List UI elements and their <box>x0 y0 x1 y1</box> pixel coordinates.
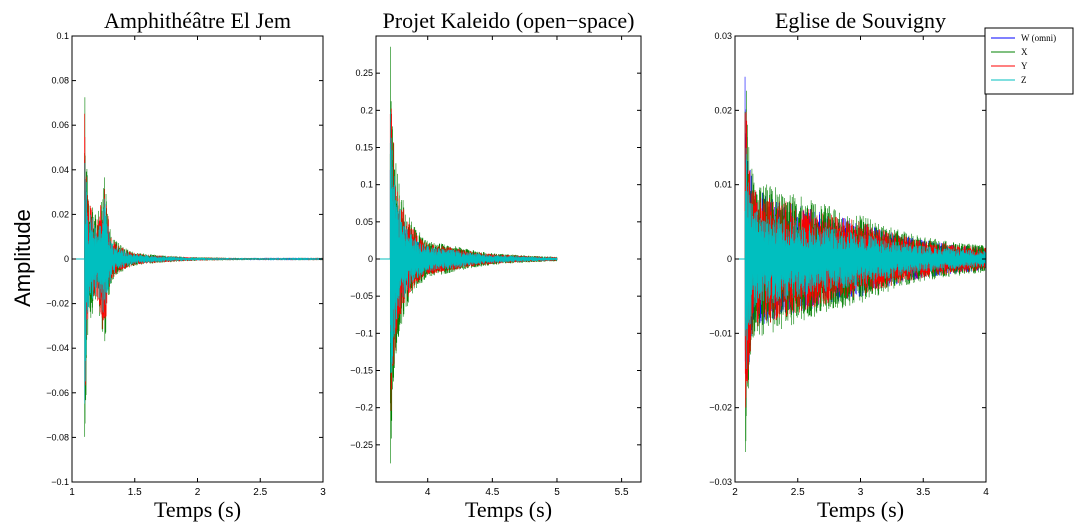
legend-label: X <box>1021 47 1028 57</box>
panel-title: Eglise de Souvigny <box>775 8 946 33</box>
x-tick-label: 1 <box>69 487 75 498</box>
y-tick-label: −0.02 <box>46 299 69 309</box>
y-tick-label: 0 <box>64 254 69 264</box>
y-tick-label: −0.15 <box>350 366 373 376</box>
legend: W (omni) XYZ <box>984 27 1074 95</box>
legend-label: Y <box>1021 61 1028 71</box>
y-tick-label: 0.06 <box>51 120 69 130</box>
series-line-z <box>376 111 558 374</box>
x-tick-label: 5 <box>554 487 560 498</box>
y-tick-label: 0.15 <box>355 143 373 153</box>
series-group <box>72 97 323 437</box>
x-axis-label: Temps (s) <box>154 497 241 522</box>
x-tick-label: 2.5 <box>253 487 267 498</box>
y-tick-label: 0.25 <box>355 68 373 78</box>
series-group <box>376 46 558 464</box>
legend-label: W (omni) <box>1021 33 1056 43</box>
x-tick-label: 3 <box>858 487 864 498</box>
y-tick-label: 0.02 <box>51 209 69 219</box>
y-tick-label: −0.2 <box>355 403 373 413</box>
y-tick-label: −0.25 <box>350 440 373 450</box>
legend-label: Z <box>1021 75 1027 85</box>
y-tick-label: 0.04 <box>51 165 69 175</box>
series-line-z <box>735 147 986 370</box>
x-tick-label: 2 <box>195 487 201 498</box>
y-tick-label: 0.03 <box>714 31 732 41</box>
y-tick-label: 0.01 <box>714 180 732 190</box>
y-tick-label: 0.1 <box>56 31 69 41</box>
x-tick-label: 5.5 <box>615 487 629 498</box>
series-group <box>735 76 986 452</box>
x-axis-label: Temps (s) <box>465 497 552 522</box>
y-tick-label: 0 <box>727 254 732 264</box>
y-tick-label: −0.03 <box>709 477 732 487</box>
x-tick-label: 4 <box>983 487 989 498</box>
y-tick-label: −0.05 <box>350 291 373 301</box>
x-tick-label: 2 <box>732 487 738 498</box>
x-tick-label: 3.5 <box>916 487 930 498</box>
y-tick-label: −0.08 <box>46 432 69 442</box>
panel-2: 4 4.5 5 5.5 −0.25 −0.2 −0.15 −0.1 −0.05 0 0.05 0.1 0… <box>350 8 642 522</box>
panel-1: 1 1.5 2 2.5 3 −0.1 −0.08 −0.06 −0.04 −0.02 0 0.02 0.… <box>46 8 326 522</box>
panels-group: 1 1.5 2 2.5 3 −0.1 −0.08 −0.06 −0.04 −0.02 0 0.02 0.… <box>46 8 989 522</box>
x-tick-label: 4.5 <box>485 487 499 498</box>
y-tick-label: −0.1 <box>51 477 69 487</box>
x-tick-label: 3 <box>320 487 326 498</box>
y-tick-label: 0 <box>368 254 373 264</box>
y-tick-label: −0.01 <box>709 328 732 338</box>
x-tick-label: 1.5 <box>128 487 142 498</box>
x-axis-label: Temps (s) <box>817 497 904 522</box>
panel-title: Projet Kaleido (open−space) <box>383 8 635 33</box>
x-tick-label: 4 <box>425 487 431 498</box>
figure-ylabel: Amplitude <box>10 209 35 307</box>
y-tick-label: 0.2 <box>360 105 373 115</box>
y-tick-label: −0.02 <box>709 403 732 413</box>
y-tick-label: −0.1 <box>355 328 373 338</box>
y-tick-label: 0.05 <box>355 217 373 227</box>
panel-title: Amphithéâtre El Jem <box>104 8 291 33</box>
y-tick-label: 0.02 <box>714 105 732 115</box>
y-tick-label: 0.08 <box>51 76 69 86</box>
panel-3: 2 2.5 3 3.5 4 −0.03 −0.02 −0.01 0 0.01 0.02 0.03 Egl… <box>709 8 989 522</box>
legend-box <box>984 27 1074 95</box>
y-tick-label: 0.1 <box>360 180 373 190</box>
y-tick-label: −0.06 <box>46 388 69 398</box>
x-tick-label: 2.5 <box>791 487 805 498</box>
y-tick-label: −0.04 <box>46 343 69 353</box>
